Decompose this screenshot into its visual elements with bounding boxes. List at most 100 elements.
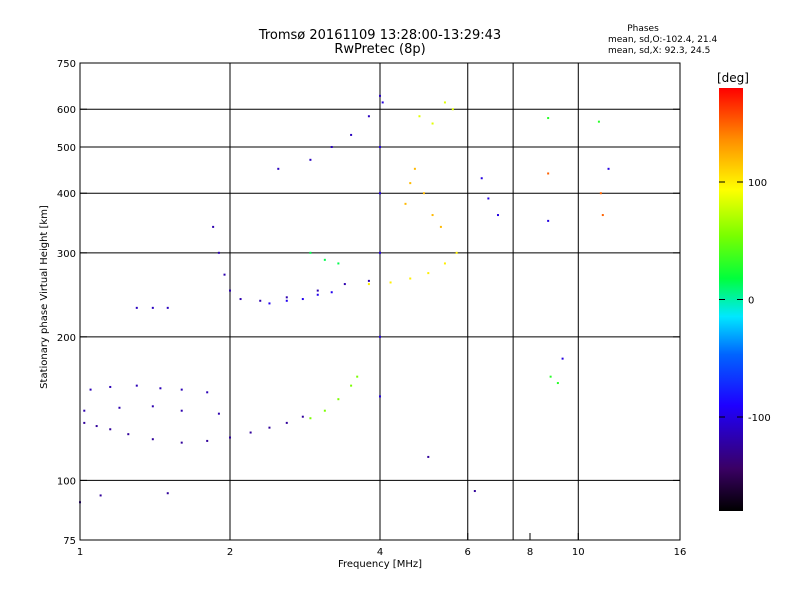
data-point [285, 299, 288, 302]
data-point [451, 108, 454, 111]
data-point [89, 388, 92, 391]
data-point [409, 182, 412, 185]
data-point [309, 158, 312, 161]
data-point [443, 101, 446, 104]
data-point [418, 115, 421, 118]
legend-line-x: mean, sd,X: 92.3, 24.5 [608, 46, 710, 56]
data-point [83, 409, 86, 412]
data-point [212, 225, 215, 228]
data-point [379, 94, 381, 97]
data-point [330, 291, 333, 294]
data-point [95, 425, 98, 428]
data-point [337, 262, 340, 265]
data-point [379, 145, 381, 148]
grid-lines [80, 63, 680, 540]
data-point [547, 172, 550, 175]
data-point [381, 101, 384, 104]
data-point [159, 387, 162, 390]
data-point [379, 395, 381, 398]
data-point [323, 409, 326, 412]
data-point [547, 219, 550, 222]
colorbar-ticks: 100 0 -100 [719, 178, 771, 424]
data-point [206, 391, 209, 394]
data-point [166, 306, 169, 309]
data-point [413, 167, 416, 170]
y-tick-label: 600 [57, 105, 76, 116]
data-point [316, 293, 319, 296]
data-point [323, 258, 326, 261]
data-point [259, 299, 262, 302]
data-point [422, 192, 425, 195]
data-point [109, 428, 112, 431]
data-point [599, 192, 602, 195]
x-tick-label: 10 [572, 547, 585, 558]
x-tick-label: 1 [77, 547, 83, 558]
chart-title: Tromsø 20161109 13:28:00-13:29:43 [258, 28, 501, 43]
legend-line-o: mean, sd,O:-102.4, 21.4 [608, 35, 718, 45]
data-point [180, 409, 183, 412]
data-point [431, 122, 434, 125]
data-point [343, 283, 346, 286]
data-point [277, 167, 280, 170]
data-point [409, 277, 412, 280]
data-point [83, 421, 86, 424]
x-tick-label: 16 [674, 547, 687, 558]
data-point [180, 388, 183, 391]
data-point [127, 433, 130, 436]
data-point [547, 117, 550, 120]
data-point [367, 283, 370, 286]
data-point [118, 406, 121, 409]
data-point [350, 133, 353, 136]
colorbar-tick-label: 0 [748, 296, 754, 307]
data-point [268, 426, 271, 429]
y-tick-label: 200 [57, 333, 76, 344]
data-point [301, 415, 304, 418]
data-point [496, 214, 499, 217]
data-point [480, 177, 483, 180]
data-point [427, 272, 430, 275]
data-point [223, 273, 226, 276]
data-point [597, 120, 600, 123]
data-point [356, 375, 359, 378]
data-point [268, 302, 271, 305]
y-tick-label: 400 [57, 189, 76, 200]
x-tick-label: 8 [527, 547, 533, 558]
data-point [379, 192, 381, 195]
data-point [151, 405, 154, 408]
data-point [379, 335, 381, 338]
data-point [309, 251, 312, 254]
data-point [99, 494, 102, 497]
data-point [166, 492, 169, 495]
data-point [217, 412, 220, 415]
x-tick-label: 2 [227, 547, 233, 558]
y-axis-label: Stationary phase Virtual Height [km] [39, 205, 50, 389]
data-point [367, 115, 370, 118]
y-tick-label: 75 [63, 536, 76, 547]
data-point [431, 214, 434, 217]
plot-frame [79, 62, 681, 541]
data-point [607, 167, 610, 170]
x-tick-label: 6 [465, 547, 471, 558]
y-tick-label: 500 [57, 143, 76, 154]
axis-ticks: 1 2 4 6 8 10 16 75 100 200 300 400 500 600 750 [57, 59, 686, 558]
data-point [337, 398, 340, 401]
data-point [350, 384, 353, 387]
data-point [151, 438, 154, 441]
data-point [229, 289, 231, 292]
data-point [404, 202, 407, 205]
data-point [556, 382, 559, 385]
x-tick-label: 4 [377, 547, 383, 558]
x-axis-label: Frequency [MHz] [338, 559, 422, 570]
data-point [229, 436, 231, 439]
data-point [367, 279, 370, 282]
data-point [316, 289, 319, 292]
data-point [487, 197, 490, 200]
data-point [239, 298, 242, 301]
data-point [109, 385, 112, 388]
data-point [443, 262, 446, 265]
data-point [285, 296, 288, 299]
data-points [79, 94, 610, 504]
data-point [309, 417, 312, 420]
data-point [180, 441, 183, 444]
